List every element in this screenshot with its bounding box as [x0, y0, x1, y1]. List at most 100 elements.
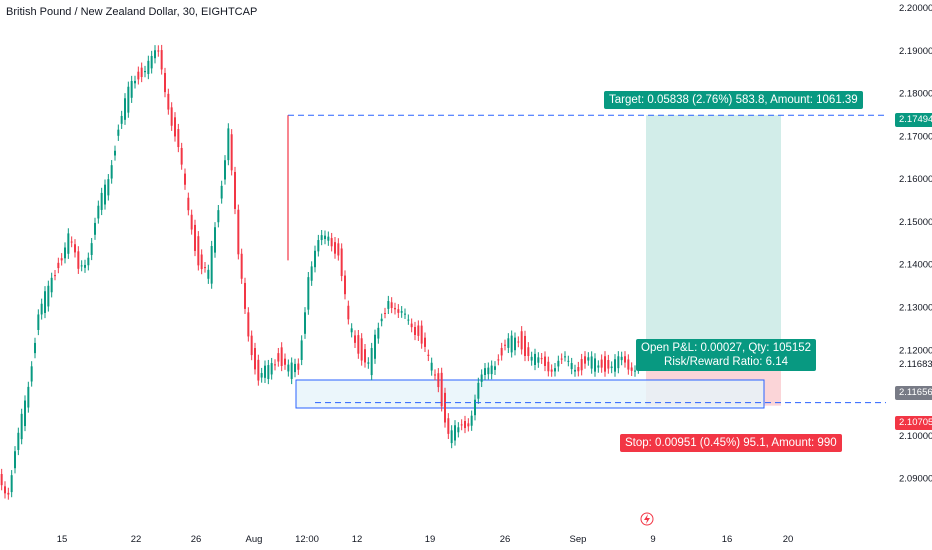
time-tick-label: Sep [570, 534, 587, 545]
lightning-icon[interactable] [640, 512, 654, 526]
candle-body [254, 348, 256, 370]
price-tick-label: 2.17000 [899, 131, 932, 142]
candle-body [597, 365, 600, 368]
candle-body [454, 425, 456, 441]
candle-body [434, 374, 436, 376]
candle-body [110, 165, 113, 179]
candle-body [27, 386, 30, 408]
candle-body [194, 224, 196, 251]
candle-body [587, 357, 590, 361]
candle-body [30, 366, 33, 382]
candle-body [537, 357, 540, 363]
candle-body [310, 266, 313, 281]
candle-body [557, 360, 560, 367]
candle-body [390, 302, 393, 309]
candle-body [34, 342, 36, 354]
overlays [287, 114, 886, 404]
candle-body [7, 492, 10, 495]
candle-body [400, 311, 403, 313]
candle-body [220, 185, 223, 199]
candle-body [594, 358, 596, 372]
candle-body [64, 247, 66, 259]
candle-body [287, 364, 290, 372]
time-tick-label: 16 [722, 534, 733, 545]
candle-body [230, 134, 233, 171]
candle-body [97, 205, 100, 219]
price-tick-label: 2.09000 [899, 474, 932, 485]
candle-body [174, 117, 176, 137]
candle-body [360, 338, 363, 361]
candle-body [157, 50, 160, 52]
candle-body [214, 227, 216, 253]
candle-body [114, 150, 116, 156]
candle-body [470, 415, 473, 426]
time-tick-label: 12 [352, 534, 363, 545]
candle-body [40, 303, 43, 315]
candle-body [177, 129, 180, 148]
candle-body [524, 335, 526, 356]
candle-body [270, 363, 273, 375]
candle-body [370, 348, 373, 376]
candle-body [467, 423, 470, 427]
candle-body [94, 222, 96, 235]
candle-body [224, 160, 226, 180]
candle-body [137, 71, 140, 80]
candle-body [147, 60, 150, 75]
candle-body [304, 312, 306, 334]
candle-body [264, 365, 266, 378]
candle-body [620, 356, 623, 361]
price-tick-label: 2.18000 [899, 89, 932, 100]
candle-body [520, 331, 523, 350]
candle-body [330, 238, 333, 247]
candle-body [67, 233, 70, 254]
candle-body [227, 128, 230, 161]
price-tick-label: 2.11683 [899, 359, 932, 370]
candle-body [280, 347, 283, 366]
candle-body [54, 275, 56, 277]
candle-body [357, 335, 360, 354]
position-zones [295, 115, 781, 409]
candle-body [260, 373, 263, 378]
candle-body [250, 335, 253, 356]
candle-body [500, 347, 503, 356]
candle-body [84, 264, 86, 268]
candle-body [197, 236, 200, 266]
candle-body [574, 369, 576, 372]
candle-body [617, 356, 620, 369]
candle-body [294, 363, 296, 373]
candle-body [414, 326, 416, 335]
price-axis: 2.20000 2.19000 2.18000 2.17000 2.16000 2.150… [899, 3, 932, 485]
target-price-tag: 2.17494 [895, 113, 932, 127]
candle-body [634, 370, 636, 372]
candle-body [444, 392, 446, 423]
candle-body [474, 399, 476, 416]
candle-body [100, 192, 103, 210]
candle-body [580, 359, 583, 371]
time-tick-label: 20 [783, 534, 794, 545]
candle-body [417, 325, 420, 336]
candle-body [210, 246, 213, 284]
candle-body [440, 372, 443, 407]
candle-body [407, 319, 410, 321]
pnl-line-2: Risk/Reward Ratio: 6.14 [664, 356, 789, 368]
price-axis-bg [886, 0, 932, 550]
candle-body [604, 356, 606, 372]
candle-body [314, 250, 316, 268]
time-tick-label: 9 [650, 534, 655, 545]
candle-body [144, 70, 146, 73]
candle-body [477, 382, 480, 399]
candle-body [80, 265, 83, 267]
candle-body [317, 240, 320, 252]
candle-body [377, 327, 380, 339]
candle-body [480, 374, 483, 382]
candle-body [240, 253, 243, 279]
candle-body [184, 173, 186, 185]
candle-body [570, 363, 573, 370]
time-tick-label: 26 [500, 534, 511, 545]
candle-body [624, 356, 626, 363]
candle-body [170, 107, 173, 126]
candle-body [320, 235, 323, 241]
candle-body [530, 356, 533, 361]
candle-body [50, 277, 53, 293]
